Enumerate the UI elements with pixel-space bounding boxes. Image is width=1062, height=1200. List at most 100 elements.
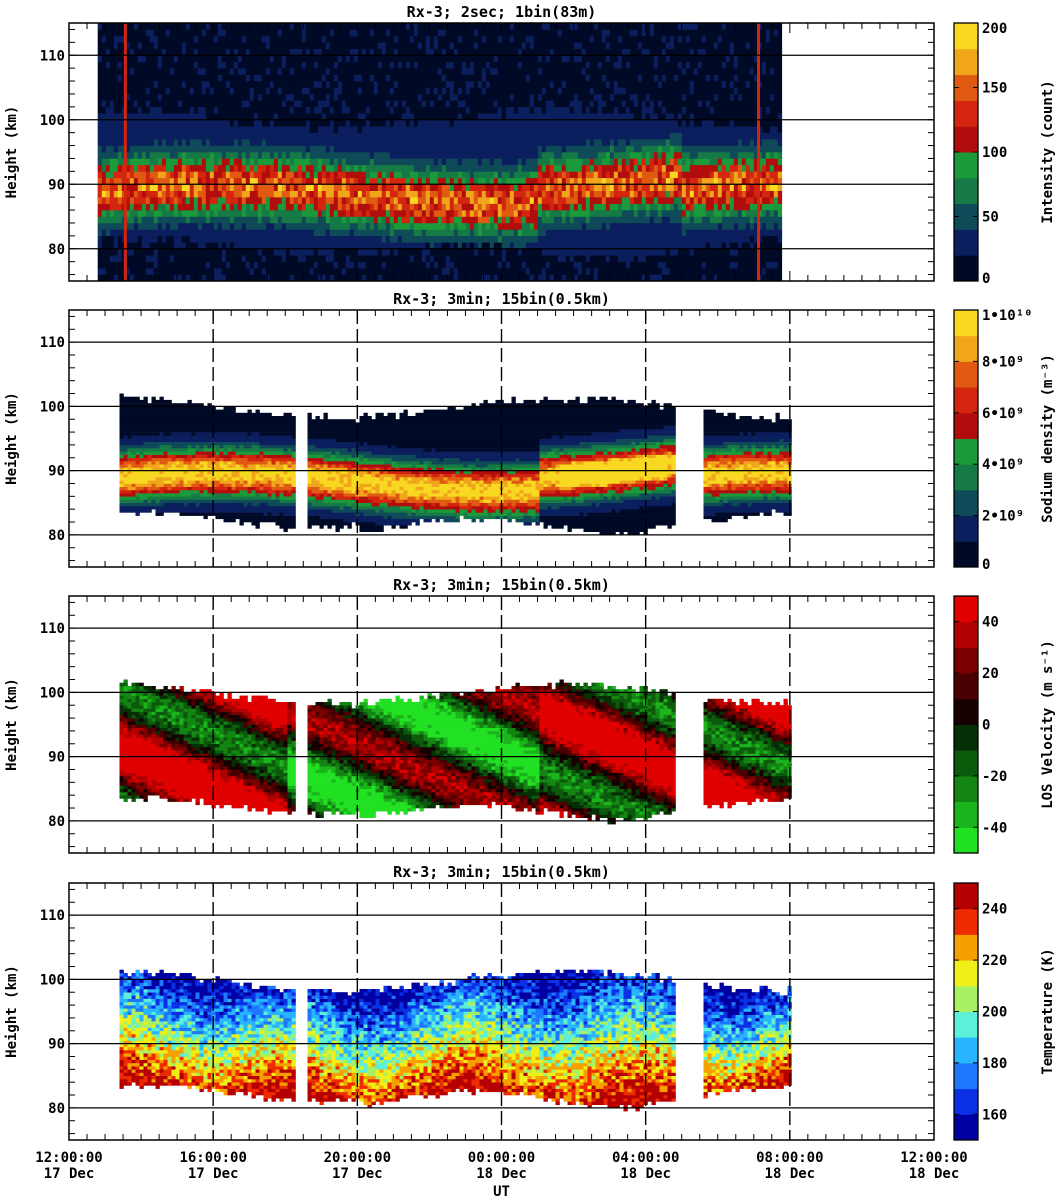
heatmap-cell bbox=[329, 216, 335, 224]
heatmap-cell bbox=[241, 35, 247, 43]
heatmap-cell bbox=[317, 184, 323, 191]
heatmap-cell bbox=[537, 177, 543, 185]
heatmap-cell bbox=[577, 248, 583, 256]
heatmap-cell bbox=[129, 152, 135, 159]
heatmap-cell bbox=[541, 74, 547, 82]
heatmap-cell bbox=[513, 126, 519, 133]
heatmap-cell bbox=[245, 139, 251, 146]
heatmap-cell bbox=[333, 255, 339, 262]
heatmap-cell bbox=[409, 119, 415, 127]
heatmap-cell bbox=[517, 261, 523, 269]
heatmap-cell bbox=[369, 81, 375, 88]
heatmap-cell bbox=[357, 119, 363, 127]
heatmap-cell bbox=[489, 203, 495, 211]
heatmap-cell bbox=[461, 119, 467, 127]
heatmap-cell bbox=[581, 152, 587, 159]
heatmap-cell bbox=[185, 119, 191, 127]
heatmap-cell bbox=[557, 190, 563, 198]
heatmap-cell bbox=[413, 268, 419, 275]
heatmap-cell bbox=[485, 177, 491, 185]
heatmap-cell bbox=[385, 119, 391, 127]
heatmap-cell bbox=[397, 210, 403, 217]
heatmap-cell bbox=[145, 268, 151, 275]
heatmap-cell bbox=[557, 255, 563, 262]
heatmap-cell bbox=[201, 255, 207, 262]
heatmap-cell bbox=[481, 29, 487, 37]
heatmap-cell bbox=[453, 248, 459, 256]
heatmap-cell bbox=[405, 184, 411, 191]
heatmap-cell bbox=[169, 23, 175, 30]
heatmap-cell bbox=[281, 132, 287, 140]
heatmap-cell bbox=[285, 203, 291, 211]
heatmap-cell bbox=[305, 23, 311, 30]
heatmap-cell bbox=[581, 48, 587, 56]
heatmap-cell bbox=[329, 106, 335, 114]
heatmap-cell bbox=[425, 119, 431, 127]
heatmap-cell bbox=[497, 139, 503, 146]
heatmap-cell bbox=[213, 268, 219, 275]
heatmap-cell bbox=[369, 203, 375, 211]
heatmap-cell bbox=[133, 139, 139, 146]
heatmap-cell bbox=[149, 48, 155, 56]
heatmap-cell bbox=[293, 145, 299, 153]
heatmap-cell bbox=[329, 74, 335, 82]
heatmap-cell bbox=[477, 171, 483, 179]
heatmap-cell bbox=[509, 61, 515, 69]
heatmap-cell bbox=[189, 268, 195, 275]
heatmap-cell bbox=[429, 126, 435, 133]
heatmap-cell bbox=[149, 203, 155, 211]
heatmap-cell bbox=[457, 23, 463, 30]
heatmap-cell bbox=[337, 177, 343, 185]
heatmap-cell bbox=[501, 126, 507, 133]
heatmap-cell bbox=[153, 268, 159, 275]
heatmap-cell bbox=[265, 222, 271, 230]
heatmap-cell bbox=[581, 222, 587, 230]
heatmap-cell bbox=[325, 132, 331, 140]
heatmap-cell bbox=[445, 139, 451, 146]
heatmap-cell bbox=[309, 177, 315, 185]
heatmap-cell bbox=[589, 177, 595, 185]
heatmap-cell bbox=[569, 222, 575, 230]
heatmap-cell bbox=[97, 235, 103, 243]
heatmap-cell bbox=[493, 203, 499, 211]
heatmap-cell bbox=[189, 152, 195, 159]
heatmap-cell bbox=[541, 248, 547, 256]
heatmap-cell bbox=[265, 158, 271, 166]
heatmap-cell bbox=[261, 48, 267, 56]
heatmap-cell bbox=[385, 81, 391, 88]
heatmap-cell bbox=[369, 29, 375, 37]
heatmap-cell bbox=[329, 203, 335, 211]
heatmap-cell bbox=[109, 145, 115, 153]
heatmap-cell bbox=[509, 106, 515, 114]
heatmap-cell bbox=[581, 55, 587, 63]
heatmap-cell bbox=[321, 48, 327, 56]
heatmap-cell bbox=[217, 119, 223, 127]
heatmap-cell bbox=[153, 42, 159, 49]
heatmap-cell bbox=[477, 42, 483, 49]
heatmap-cell bbox=[253, 68, 259, 75]
heatmap-cell bbox=[257, 87, 263, 95]
heatmap-cell bbox=[557, 55, 563, 63]
heatmap-cell bbox=[189, 235, 195, 243]
heatmap-cell bbox=[377, 100, 383, 108]
heatmap-cell bbox=[305, 242, 311, 249]
heatmap-cell bbox=[297, 248, 303, 256]
heatmap-cell bbox=[225, 100, 231, 108]
heatmap-cell bbox=[473, 197, 479, 204]
heatmap-cell bbox=[217, 177, 223, 185]
heatmap-cell bbox=[505, 94, 511, 101]
heatmap-cell bbox=[389, 268, 395, 275]
heatmap-cell bbox=[281, 242, 287, 249]
heatmap-cell bbox=[229, 197, 235, 204]
heatmap-cell bbox=[365, 274, 371, 281]
heatmap-cell bbox=[313, 268, 319, 275]
heatmap-cell bbox=[457, 190, 463, 198]
heatmap-cell bbox=[393, 222, 399, 230]
heatmap-cell bbox=[581, 42, 587, 49]
heatmap-cell bbox=[373, 61, 379, 69]
heatmap-cell bbox=[397, 190, 403, 198]
heatmap-cell bbox=[149, 119, 155, 127]
heatmap-cell bbox=[373, 222, 379, 230]
heatmap-cell bbox=[209, 210, 215, 217]
heatmap-cell bbox=[369, 68, 375, 75]
